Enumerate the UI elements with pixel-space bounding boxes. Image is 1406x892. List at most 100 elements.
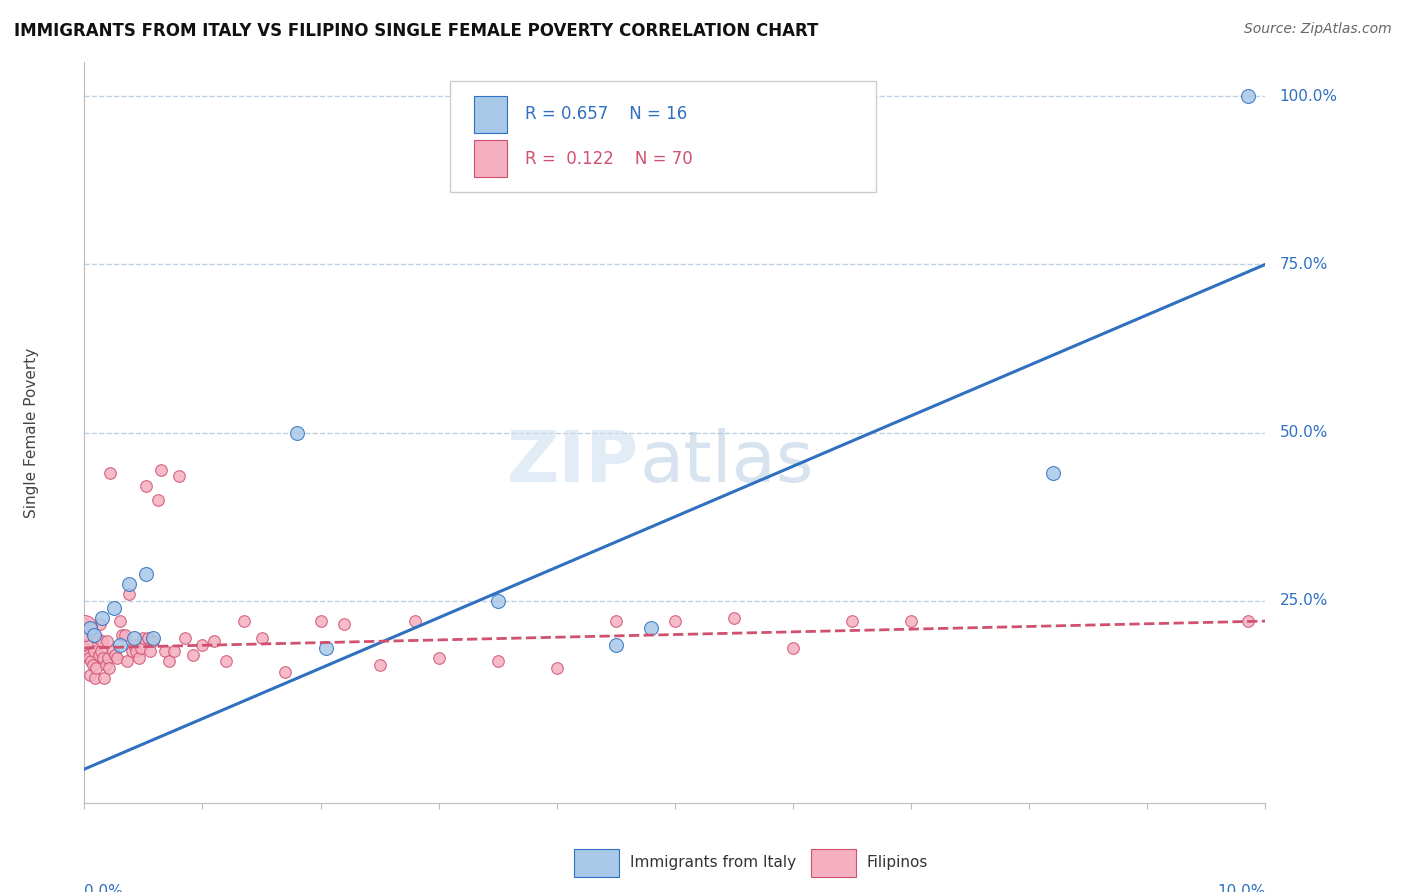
Point [142, 631, 165, 645]
Point [135, 479, 157, 493]
Point [128, 651, 150, 665]
Point [191, 638, 214, 652]
Point [73, 640, 96, 655]
Point [546, 661, 568, 675]
Point [139, 644, 162, 658]
Point [605, 614, 627, 628]
Point [82, 657, 104, 672]
Point [285, 425, 308, 440]
Point [96, 634, 118, 648]
Text: IMMIGRANTS FROM ITALY VS FILIPINO SINGLE FEMALE POVERTY CORRELATION CHART: IMMIGRANTS FROM ITALY VS FILIPINO SINGLE… [14, 22, 818, 40]
Point [97, 651, 120, 665]
Point [122, 631, 145, 645]
FancyBboxPatch shape [811, 848, 856, 877]
FancyBboxPatch shape [450, 81, 876, 192]
Point [250, 631, 273, 645]
Point [84, 661, 107, 675]
Point [1042, 466, 1064, 480]
Point [114, 627, 136, 641]
Point [202, 634, 225, 648]
Text: 75.0%: 75.0% [1279, 257, 1327, 272]
Text: Filipinos: Filipinos [866, 855, 928, 871]
Point [103, 600, 125, 615]
Point [108, 638, 131, 652]
Point [89, 617, 111, 632]
Text: 50.0%: 50.0% [1279, 425, 1327, 440]
Point [98, 466, 121, 480]
Text: Single Female Poverty: Single Female Poverty [24, 348, 39, 517]
Point [782, 640, 804, 655]
Point [107, 651, 129, 665]
Text: Source: ZipAtlas.com: Source: ZipAtlas.com [1244, 22, 1392, 37]
Point [146, 492, 169, 507]
Text: ZIP: ZIP [508, 428, 640, 497]
Point [163, 644, 186, 658]
Point [77, 651, 100, 665]
Point [173, 631, 195, 645]
Point [90, 644, 112, 658]
Text: 100.0%: 100.0% [1279, 88, 1337, 103]
Point [900, 614, 922, 628]
Point [136, 631, 159, 645]
Point [315, 640, 337, 655]
FancyBboxPatch shape [474, 140, 508, 178]
Point [125, 644, 148, 658]
Point [181, 648, 204, 662]
Point [73, 627, 96, 641]
Text: 10.0%: 10.0% [1218, 884, 1265, 892]
Point [841, 614, 863, 628]
Point [274, 665, 297, 679]
Point [80, 655, 103, 669]
Point [79, 668, 101, 682]
FancyBboxPatch shape [474, 95, 508, 133]
Point [104, 648, 127, 662]
Point [91, 634, 114, 648]
Point [368, 657, 391, 672]
Point [86, 631, 108, 645]
Point [79, 621, 101, 635]
Point [404, 614, 426, 628]
Point [122, 638, 145, 652]
Point [83, 627, 105, 641]
Point [142, 634, 165, 648]
FancyBboxPatch shape [575, 848, 620, 877]
Text: atlas: atlas [640, 428, 814, 497]
Point [1236, 614, 1258, 628]
Point [333, 617, 356, 632]
Point [232, 614, 254, 628]
Point [157, 655, 180, 669]
Point [83, 644, 105, 658]
Text: 25.0%: 25.0% [1279, 593, 1327, 608]
Point [111, 627, 134, 641]
Text: R =  0.122    N = 70: R = 0.122 N = 70 [524, 150, 693, 168]
Point [427, 651, 450, 665]
Text: Immigrants from Italy: Immigrants from Italy [630, 855, 796, 871]
Point [118, 587, 141, 601]
Point [108, 614, 131, 628]
Point [94, 657, 117, 672]
Text: 0.0%: 0.0% [84, 884, 124, 892]
Point [486, 655, 509, 669]
Point [132, 631, 155, 645]
Point [167, 469, 190, 483]
Point [91, 651, 114, 665]
Point [98, 661, 121, 675]
Point [121, 644, 143, 658]
Point [135, 566, 157, 581]
Point [84, 671, 107, 685]
Point [129, 640, 152, 655]
Point [93, 671, 115, 685]
Point [309, 614, 332, 628]
Text: R = 0.657    N = 16: R = 0.657 N = 16 [524, 105, 688, 123]
Point [723, 611, 745, 625]
Point [150, 462, 173, 476]
Point [73, 617, 96, 632]
Point [153, 644, 176, 658]
Point [640, 621, 662, 635]
Point [605, 638, 627, 652]
Point [77, 648, 100, 662]
Point [664, 614, 686, 628]
Point [87, 648, 110, 662]
Point [73, 621, 96, 635]
Point [118, 577, 141, 591]
